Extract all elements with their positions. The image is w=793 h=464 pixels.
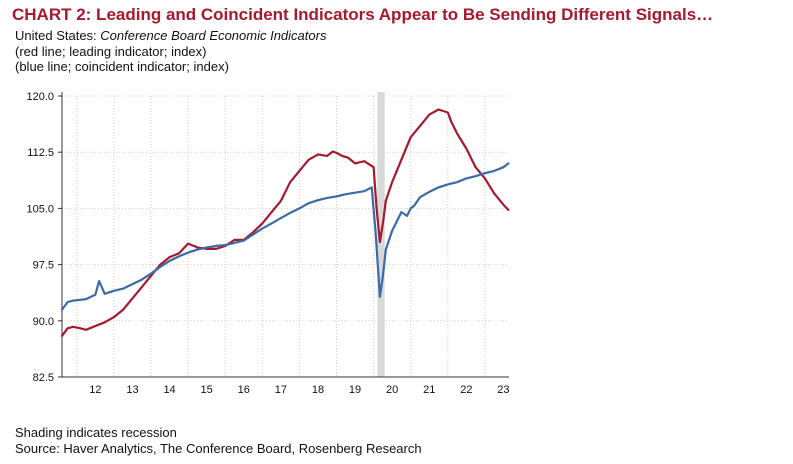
x-tick-label: 20	[386, 384, 398, 396]
chart-footer: Shading indicates recession Source: Have…	[15, 425, 422, 456]
x-tick-label: 13	[126, 384, 138, 396]
y-tick-label: 112.5	[27, 147, 54, 159]
chart-title: CHART 2: Leading and Coincident Indicato…	[12, 5, 714, 24]
subtitle-source-line: United States: Conference Board Economic…	[15, 28, 326, 44]
x-tick-label: 18	[312, 384, 324, 396]
leading-indicator-line	[60, 108, 510, 337]
shading-note: Shading indicates recession	[15, 425, 177, 440]
x-tick-label: 17	[275, 384, 287, 396]
x-tick-label: 16	[238, 384, 250, 396]
x-tick-label: 21	[423, 384, 435, 396]
y-tick-label: 97.5	[33, 260, 54, 272]
subtitle-red-note: (red line; leading indicator; index)	[15, 43, 207, 59]
y-tick-label: 120.0	[26, 91, 54, 103]
coincident-indicator-line	[60, 162, 510, 311]
x-tick-label: 14	[163, 384, 175, 396]
x-tick-label: 19	[349, 384, 361, 396]
chart-subtitle: United States: Conference Board Economic…	[15, 28, 326, 75]
series-lines	[60, 108, 510, 337]
subtitle-blue-note: (blue line; coincident indicator; index)	[15, 59, 229, 74]
y-tick-label: 105.0	[26, 203, 54, 215]
gridlines	[62, 95, 509, 378]
x-tick-label: 23	[497, 384, 509, 396]
source-note: Source: Haver Analytics, The Conference …	[15, 440, 422, 456]
subtitle-prefix: United States:	[15, 28, 101, 43]
subtitle-source-name: Conference Board Economic Indicators	[100, 28, 327, 43]
y-tick-label: 90.0	[33, 316, 54, 328]
x-tick-label: 15	[201, 384, 213, 396]
x-tick-label: 22	[460, 384, 472, 396]
axis-ticks: 82.5 90.0 97.5 105.0 112.5 120.0 12 13 14 15 16 17 1…	[26, 91, 509, 396]
x-tick-label: 12	[89, 384, 101, 396]
y-tick-label: 82.5	[33, 372, 54, 384]
